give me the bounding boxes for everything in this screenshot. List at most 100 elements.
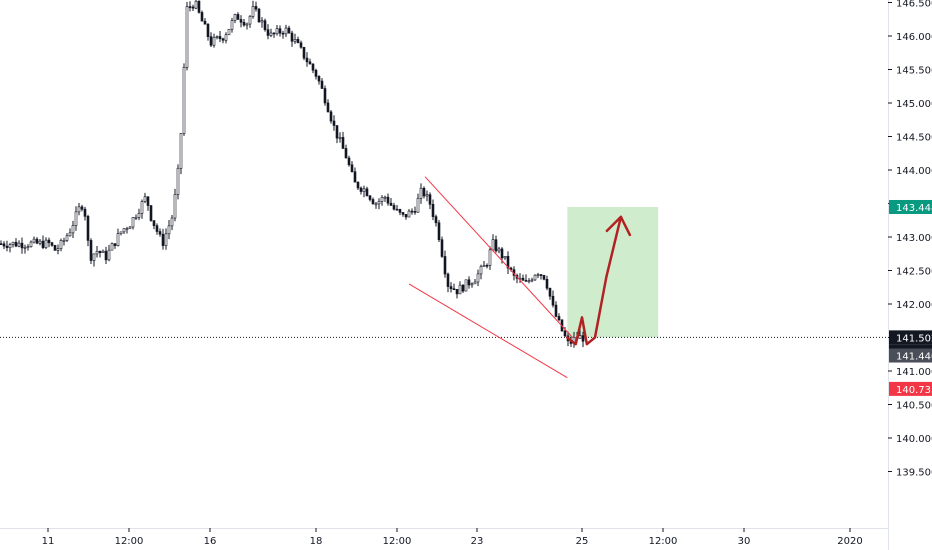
candle-body [95, 251, 99, 255]
candle-body [215, 36, 219, 38]
candle-body [317, 76, 321, 82]
candle [461, 284, 465, 293]
wedge-lower-line[interactable] [408, 283, 568, 379]
candle-body [164, 233, 168, 246]
candle-body [50, 242, 54, 246]
candle-body [161, 233, 165, 246]
candle [395, 205, 399, 211]
y-tick-label: 144.000 [896, 166, 932, 177]
candle-body [53, 245, 57, 251]
candle-body [17, 242, 21, 247]
candle-body [62, 240, 66, 242]
time-axis[interactable]: 11 12:00 16 18 12:00 23 25 12:00 30 2020 [42, 528, 863, 547]
candle [398, 208, 402, 216]
candle-body [5, 245, 9, 248]
candle-body [293, 39, 297, 42]
price-axis[interactable]: 139.500140.000140.500141.000141.500142.0… [888, 0, 932, 479]
candle [476, 269, 480, 287]
candle-body [539, 274, 543, 276]
wedge-upper-line[interactable] [424, 176, 573, 338]
candle [200, 10, 204, 22]
target-price-label: 143.448 [889, 199, 932, 214]
candle [278, 25, 282, 37]
candle-body [254, 6, 258, 10]
candle-body [557, 316, 561, 321]
candle-body [320, 80, 324, 89]
candle [65, 233, 69, 242]
candle-body [20, 242, 24, 249]
candle [314, 68, 318, 80]
candle-body [428, 194, 432, 205]
price-labels: 143.448141.50201:03141.440140.733 [889, 199, 932, 396]
candle [56, 244, 60, 255]
candle-body [266, 29, 270, 36]
candle [230, 17, 234, 33]
candle [548, 287, 552, 300]
candle [215, 35, 219, 40]
candle [488, 246, 492, 271]
candle-body [434, 216, 438, 224]
candle-body [197, 0, 201, 13]
candle [8, 242, 12, 253]
y-tick-label: 144.500 [896, 133, 932, 144]
candle-body [422, 187, 426, 197]
candle [251, 0, 255, 19]
candle-body [389, 202, 393, 206]
candle [305, 52, 309, 67]
candle-body [362, 188, 366, 192]
candle-body [491, 239, 495, 251]
candle-body [101, 250, 105, 253]
candle [362, 185, 366, 198]
candle-body [131, 217, 135, 228]
plot-area[interactable] [0, 0, 888, 379]
candle-body [287, 27, 291, 34]
candle-body [365, 188, 369, 197]
candle [203, 18, 207, 25]
candle-body [425, 194, 429, 197]
x-tick-label: 30 [738, 536, 751, 547]
candle [62, 237, 66, 246]
candle-body [281, 32, 285, 35]
candle [290, 30, 294, 47]
candle [542, 274, 546, 281]
target-zone[interactable] [567, 206, 659, 338]
candle [173, 188, 177, 222]
candle [383, 195, 387, 202]
candle [470, 282, 474, 288]
candle-body [503, 256, 507, 259]
candle [443, 250, 447, 278]
candle-body [176, 167, 180, 195]
candle-body [80, 206, 84, 210]
candle-body [113, 243, 117, 246]
candle [116, 228, 120, 247]
candle [425, 190, 429, 202]
candle [536, 272, 540, 279]
candle-body [323, 88, 327, 104]
candle-body [38, 240, 42, 244]
candle-body [482, 265, 486, 267]
candle [401, 212, 405, 217]
candle [110, 242, 114, 251]
y-tick-label: 146.000 [896, 32, 932, 43]
candle-body [56, 248, 60, 251]
candle [158, 228, 162, 237]
projection-path[interactable] [566, 215, 623, 346]
candle [404, 214, 408, 220]
candle [167, 220, 171, 240]
candle-body [455, 289, 459, 295]
candle-body [77, 206, 81, 213]
candle-body [68, 232, 72, 237]
candle-body [269, 32, 273, 36]
candle [23, 244, 27, 254]
candle-body [398, 209, 402, 213]
candle [344, 144, 348, 159]
candle [455, 289, 459, 299]
candle [38, 239, 42, 246]
candle-body [98, 251, 102, 253]
x-tick-label: 12:00 [649, 536, 678, 547]
candle [413, 206, 417, 215]
candle [188, 1, 192, 12]
candle [113, 243, 117, 249]
candle-body [452, 288, 456, 291]
